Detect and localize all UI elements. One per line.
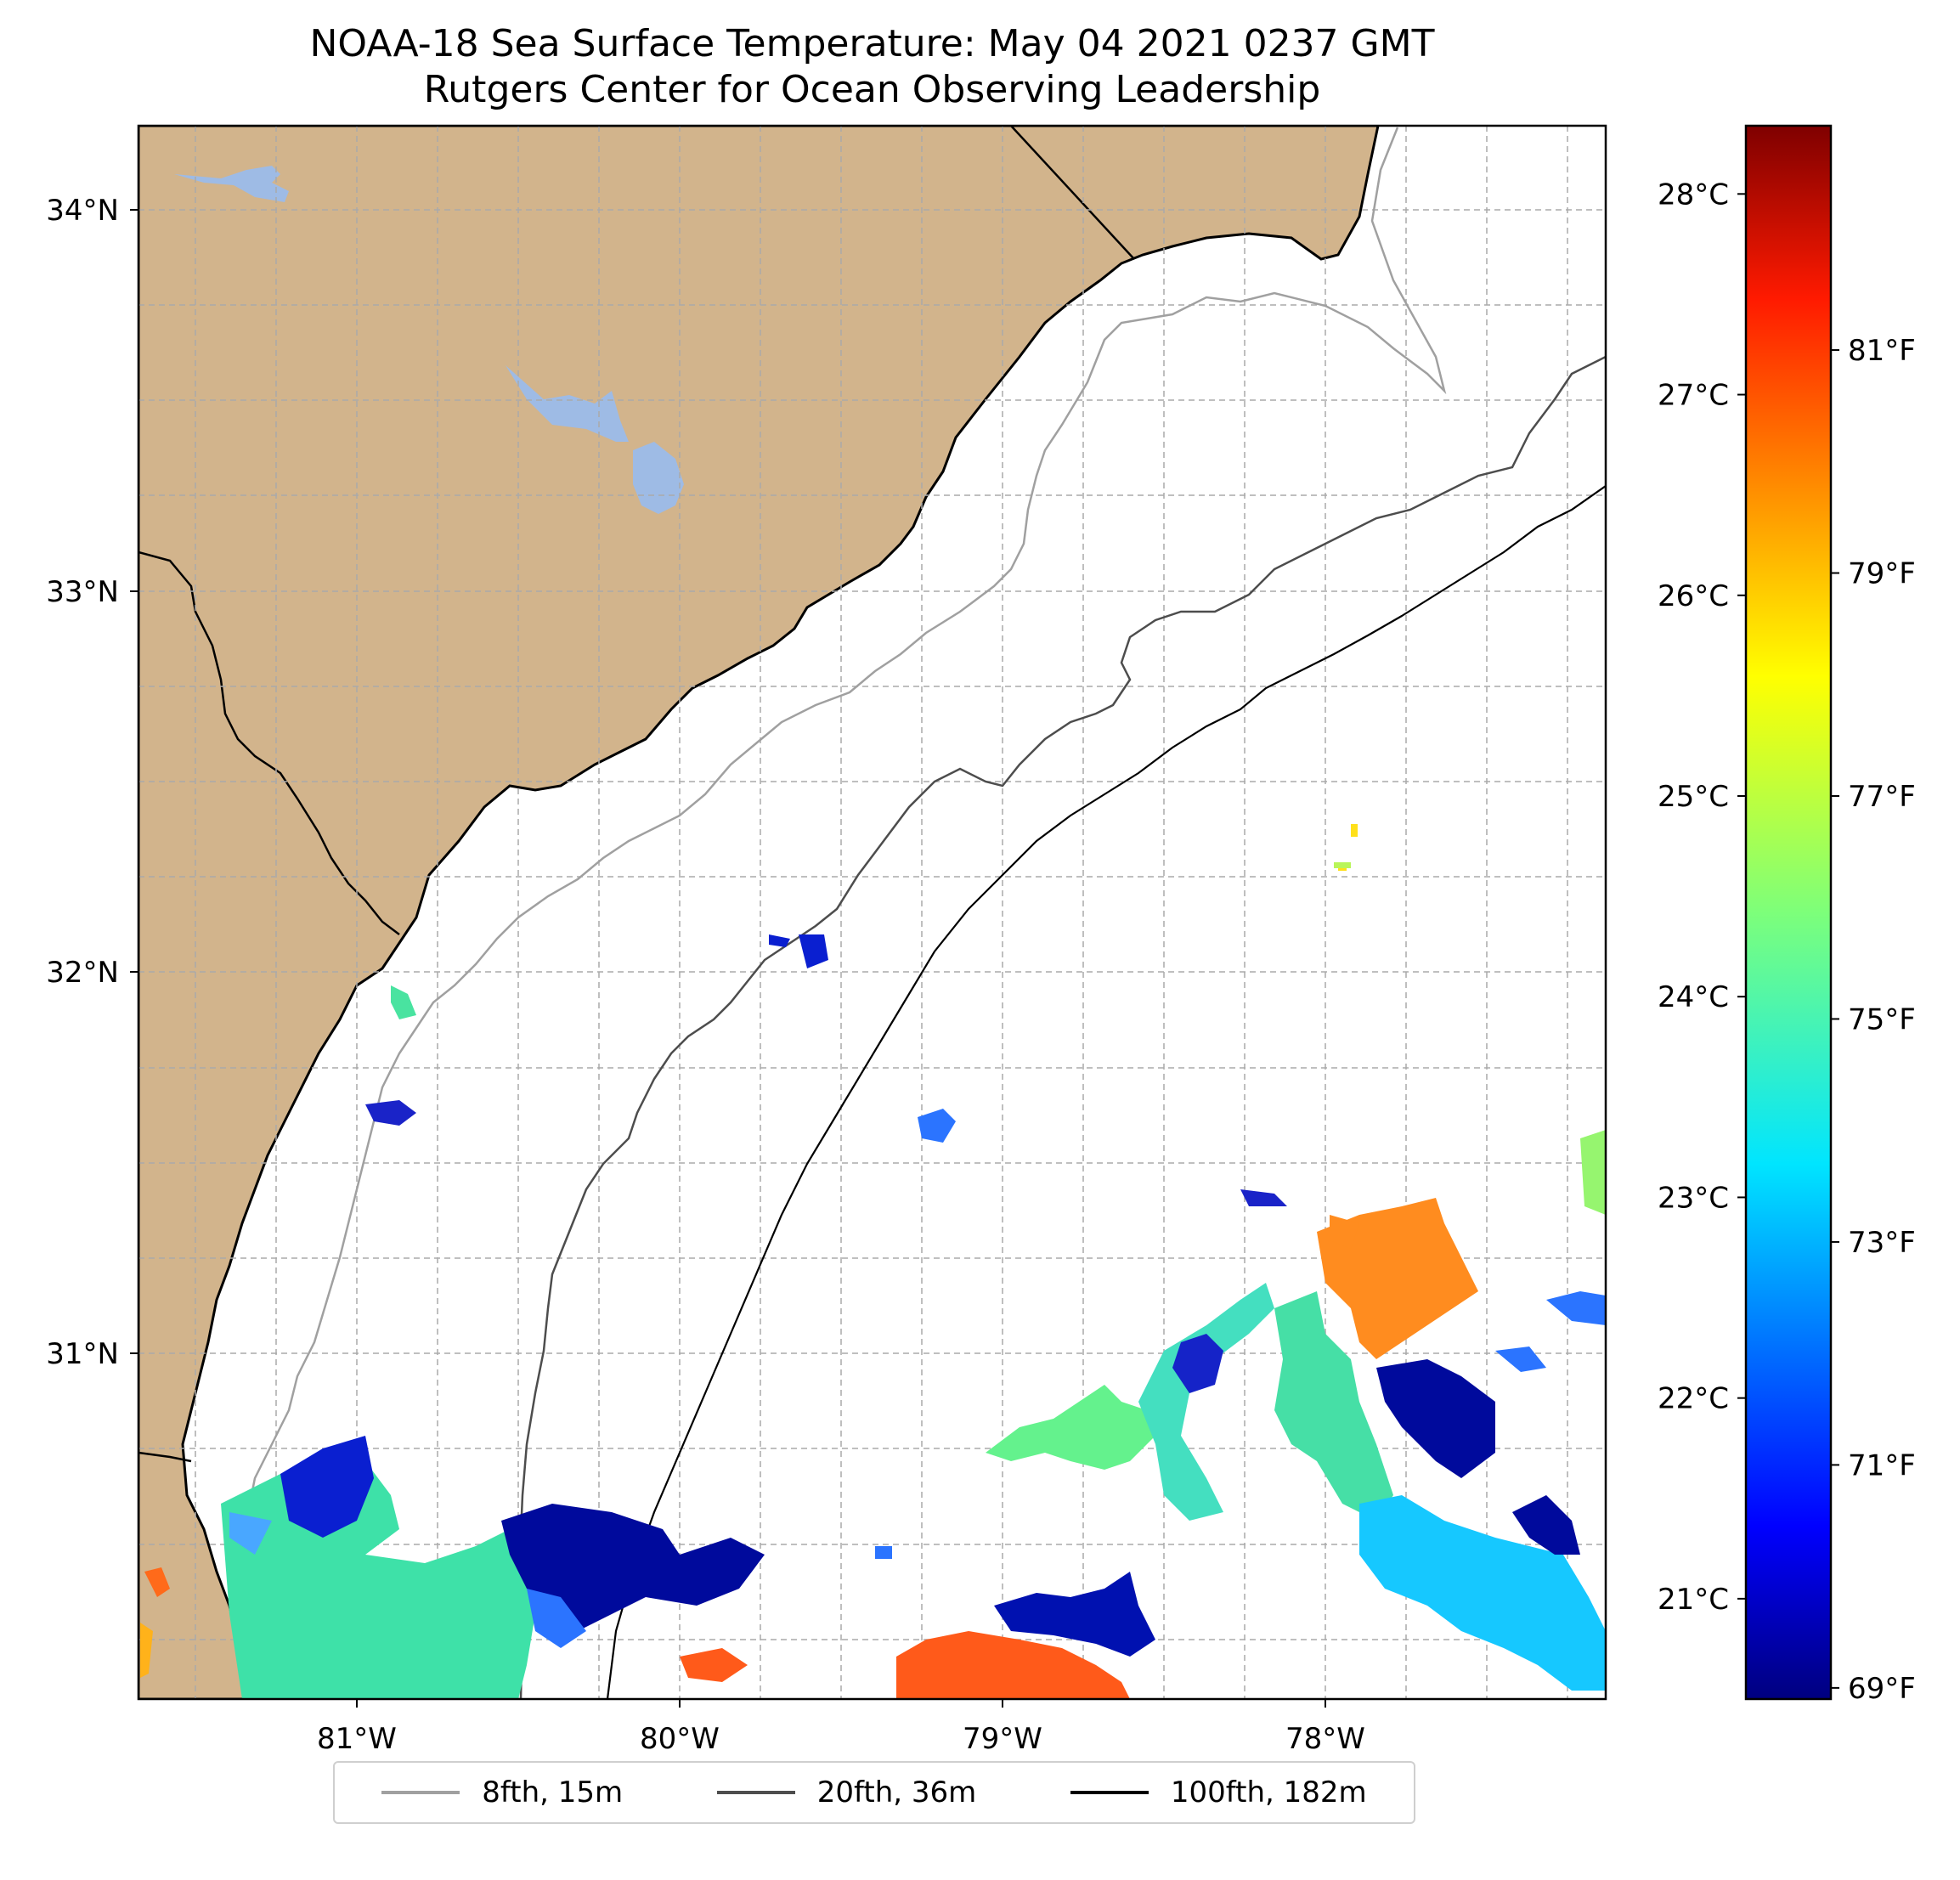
colorbar-gradient — [1744, 124, 1833, 1701]
lon-tick-label: 81°W — [317, 1722, 397, 1756]
celsius-tick-label: 25°C — [1658, 780, 1729, 814]
isobath-100fth — [606, 485, 1606, 1699]
lon-tick-label: 79°W — [963, 1722, 1042, 1756]
celsius-axis: 21°C 22°C 23°C 24°C 25°C 26°C 27°C 28°C — [1658, 178, 1746, 1617]
fahrenheit-tick-label: 79°F — [1848, 557, 1916, 591]
map-title: NOAA-18 Sea Surface Temperature: May 04 … — [309, 22, 1435, 65]
lat-tick-label: 31°N — [46, 1337, 119, 1371]
legend-item-100fth: 100fth, 182m — [1070, 1776, 1367, 1809]
isobath-legend: 8fth, 15m 20fth, 36m 100fth, 182m — [333, 1761, 1415, 1824]
celsius-tick-label: 22°C — [1658, 1382, 1729, 1416]
legend-label: 20fth, 36m — [816, 1776, 977, 1809]
lon-tick-label: 78°W — [1285, 1722, 1365, 1756]
legend-line-icon — [716, 1791, 795, 1794]
celsius-tick-label: 27°C — [1658, 379, 1729, 413]
legend-line-icon — [1070, 1791, 1149, 1794]
map-area — [138, 126, 1606, 1699]
fahrenheit-axis: 69°F 71°F 73°F 75°F 77°F 79°F 81°F — [1831, 334, 1916, 1706]
fahrenheit-tick-label: 81°F — [1848, 334, 1916, 368]
fahrenheit-tick-label: 71°F — [1848, 1448, 1916, 1482]
fahrenheit-tick-label: 75°F — [1848, 1002, 1916, 1036]
legend-item-8fth: 8fth, 15m — [381, 1776, 623, 1809]
legend-line-icon — [381, 1791, 460, 1794]
celsius-tick-label: 26°C — [1658, 579, 1729, 613]
map-frame — [137, 124, 1607, 1701]
state-border — [138, 550, 400, 935]
isobath-20fth — [518, 355, 1606, 1699]
state-border — [1010, 126, 1135, 260]
state-border — [138, 1451, 192, 1463]
fahrenheit-tick-label: 69°F — [1848, 1672, 1916, 1706]
sst-data — [140, 824, 1606, 1699]
colorbar: 21°C 22°C 23°C 24°C 25°C 26°C 27°C 28°C 69°F 71°… — [1658, 124, 1916, 1706]
gridlines — [138, 126, 1606, 1699]
lon-tick-label: 80°W — [640, 1722, 720, 1756]
lat-tick-label: 33°N — [46, 575, 119, 609]
isobath-8fth — [245, 127, 1447, 1699]
land — [138, 126, 1380, 1699]
lake — [174, 166, 289, 202]
celsius-tick-label: 24°C — [1658, 980, 1729, 1014]
legend-label: 100fth, 182m — [1170, 1776, 1367, 1809]
lat-axis: 34°N 33°N 32°N 31°N — [46, 194, 138, 1371]
celsius-tick-label: 28°C — [1658, 178, 1729, 212]
fahrenheit-tick-label: 73°F — [1848, 1226, 1916, 1260]
lat-tick-label: 32°N — [46, 956, 119, 990]
fahrenheit-tick-label: 77°F — [1848, 780, 1916, 814]
lon-axis: 81°W 80°W 79°W 78°W — [317, 1699, 1365, 1756]
celsius-tick-label: 23°C — [1658, 1181, 1729, 1215]
lat-tick-label: 34°N — [46, 194, 119, 228]
map-subtitle: Rutgers Center for Ocean Observing Leade… — [423, 68, 1321, 111]
legend-label: 8fth, 15m — [482, 1776, 624, 1809]
celsius-tick-label: 21°C — [1658, 1583, 1729, 1617]
legend-item-20fth: 20fth, 36m — [716, 1776, 977, 1809]
lake — [506, 365, 629, 442]
